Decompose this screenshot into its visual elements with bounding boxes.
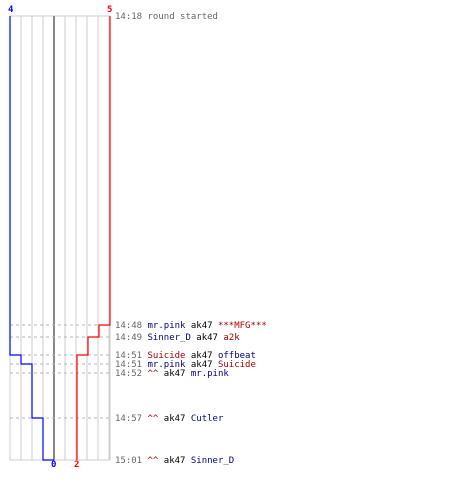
event-text: Cutler xyxy=(191,414,224,424)
event-text: ak47 xyxy=(164,414,191,424)
event-log-line: 15:01 ^^ ak47 Sinner_D xyxy=(115,456,234,466)
blue-team-score-line xyxy=(9,16,54,461)
event-text: mr.pink xyxy=(191,369,230,379)
event-text: round started xyxy=(148,12,218,22)
event-time: 14:57 xyxy=(115,414,148,424)
plot-frame xyxy=(9,15,111,461)
event-text: ^^ xyxy=(148,414,164,424)
event-text: ak47 xyxy=(164,369,191,379)
event-text: mr.pink xyxy=(148,360,191,370)
red-end-score: 2 xyxy=(74,460,79,470)
event-text: ^^ xyxy=(148,456,164,466)
event-text: Sinner_D xyxy=(191,456,234,466)
event-text: ^^ xyxy=(148,369,164,379)
event-text: ak47 xyxy=(164,456,191,466)
event-log-line: 14:52 ^^ ak47 mr.pink xyxy=(115,369,229,379)
event-log-line: 14:18 round started xyxy=(115,12,218,22)
event-text: Suicide xyxy=(148,351,191,361)
event-time: 14:49 xyxy=(115,333,148,343)
event-text: mr.pink xyxy=(148,321,191,331)
event-time: 14:18 xyxy=(115,12,148,22)
event-log-line: 14:51 mr.pink ak47 Suicide xyxy=(115,360,256,370)
blue-end-score: 0 xyxy=(51,460,56,470)
event-text: ak47 xyxy=(191,321,218,331)
event-text: ak47 xyxy=(191,360,218,370)
event-text: ak47 xyxy=(196,333,223,343)
event-time: 14:51 xyxy=(115,351,148,361)
event-log-line: 14:51 Suicide ak47 offbeat xyxy=(115,351,256,361)
event-text: Sinner_D xyxy=(148,333,197,343)
event-log-line: 14:57 ^^ ak47 Cutler xyxy=(115,414,224,424)
event-time: 14:52 xyxy=(115,369,148,379)
event-text: Suicide xyxy=(218,360,256,370)
red-team-score-line xyxy=(76,16,111,460)
event-text: a2k xyxy=(223,333,240,343)
event-text: offbeat xyxy=(218,351,256,361)
event-log-line: 14:48 mr.pink ak47 ***MFG*** xyxy=(115,321,267,331)
event-time: 15:01 xyxy=(115,456,148,466)
red-start-score: 5 xyxy=(107,5,112,15)
blue-start-score: 4 xyxy=(8,5,14,15)
event-time: 14:48 xyxy=(115,321,148,331)
event-text: ak47 xyxy=(191,351,218,361)
event-log-line: 14:49 Sinner_D ak47 a2k xyxy=(115,333,240,343)
event-text: ***MFG*** xyxy=(218,321,267,331)
event-time: 14:51 xyxy=(115,360,148,370)
